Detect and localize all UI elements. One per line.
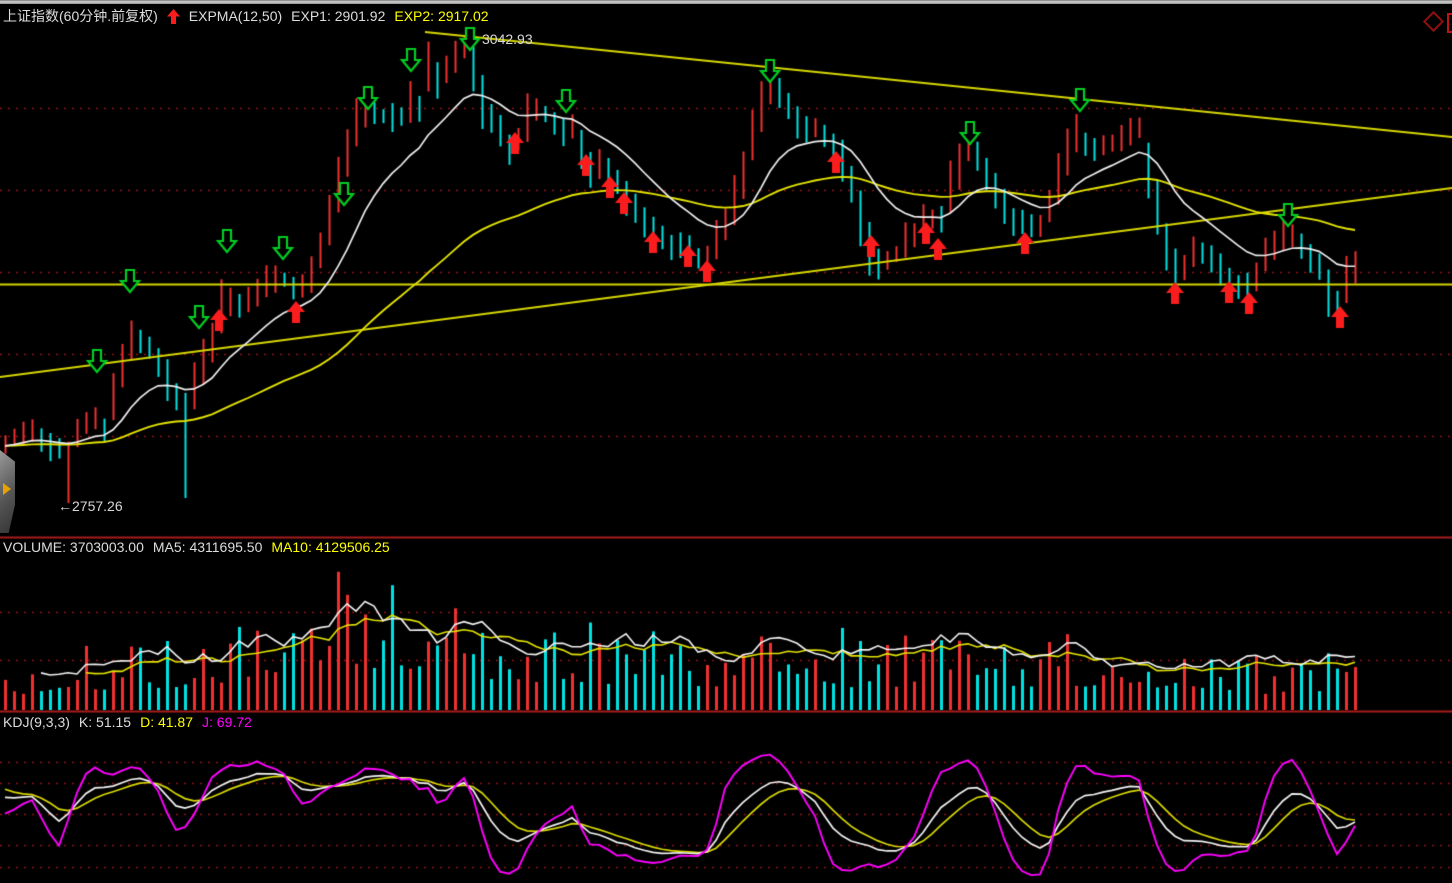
kdj-panel-header: KDJ(9,3,3) K: 51.15 D: 41.87 J: 69.72	[3, 714, 252, 730]
peak-price-annotation: 3042.93	[482, 31, 533, 47]
volume-panel-header: VOLUME: 3703003.00 MA5: 4311695.50 MA10:…	[3, 539, 390, 555]
indicator-name: EXPMA(12,50)	[188, 8, 283, 24]
expand-right-icon	[3, 483, 11, 495]
trough-price-annotation: ←2757.26	[58, 498, 123, 514]
kdj-k-value: K: 51.15	[78, 714, 132, 730]
kdj-d-value: D: 41.87	[140, 714, 194, 730]
red-up-arrow-icon	[166, 8, 180, 24]
volume-value: VOLUME: 3703003.00	[3, 539, 144, 555]
exp2-value: EXP2: 2917.02	[394, 8, 489, 24]
kdj-j-value: J: 69.72	[202, 714, 252, 730]
volume-ma10-value: MA10: 4129506.25	[271, 539, 390, 555]
exp1-value: EXP1: 2901.92	[291, 8, 386, 24]
sidebar-collapse-handle[interactable]	[0, 450, 15, 533]
kdj-indicator-name: KDJ(9,3,3)	[3, 714, 70, 730]
main-chart-header: 上证指数(60分钟.前复权) EXPMA(12,50) EXP1: 2901.9…	[3, 6, 489, 26]
symbol-title: 上证指数(60分钟.前复权)	[3, 8, 158, 24]
bracket-icon	[1447, 13, 1452, 33]
volume-ma5-value: MA5: 4311695.50	[152, 539, 263, 555]
window-top-edge	[0, 0, 1452, 4]
